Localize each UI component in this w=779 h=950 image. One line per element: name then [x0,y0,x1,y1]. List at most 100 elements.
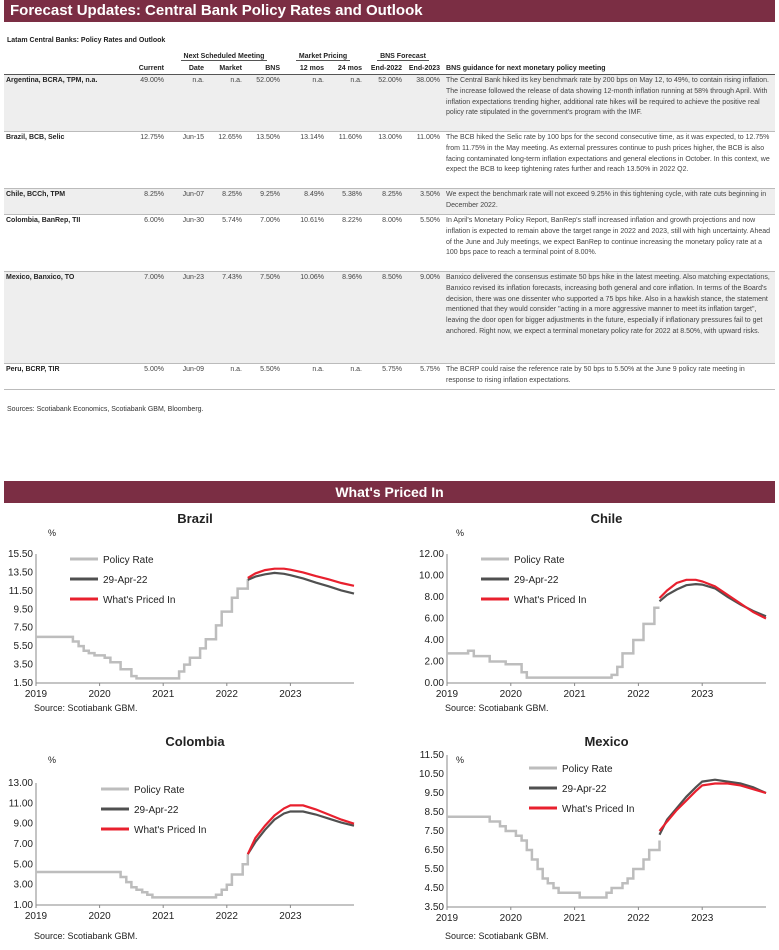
cell-end2023: 5.75% [420,366,441,373]
x-tick-label: 2022 [627,913,650,924]
series-line-priced-in [658,578,767,620]
x-tick-label: 2020 [500,689,523,700]
group-market-pricing: Market Pricing [282,50,364,62]
series-line-policy-rate [447,606,660,679]
x-tick-label: 2022 [627,689,650,700]
cell-24mos: n.a. [326,74,365,132]
y-tick-label: 11.50 [9,586,34,597]
y-tick-label: 7.00 [14,839,34,850]
col-header-24mos: 24 mos [326,62,365,75]
chart-title: Colombia [165,734,225,749]
chart-source-note: Source: Scotiabank GBM. [445,703,549,713]
cell-market: n.a. [230,366,242,373]
bank-name: Mexico, Banxico, TO [4,271,126,364]
policy-rates-table: Next Scheduled Meeting Market Pricing BN… [4,50,775,390]
x-tick-label: 2021 [152,911,175,922]
cell-guidance: The BCRP could raise the reference rate … [446,366,745,384]
x-tick-label: 2019 [25,689,48,700]
legend-label: Policy Rate [134,785,185,796]
cell-current: 49.00% [126,74,166,132]
col-header-end2023: End-2023 [404,62,443,75]
cell-end2022: 8.25% [364,188,405,215]
series-line-priced-in [247,567,355,587]
cell-end2023: 9.00% [404,271,443,364]
y-tick-label: 12.00 [419,549,444,560]
y-tick-label: 6.50 [425,845,445,856]
cell-current: 5.00% [144,366,164,373]
y-tick-label: 7.50 [425,826,445,837]
cell-date: Jun-15 [182,134,204,141]
charts-area: Brazil% 15.50 13.50 11.50 9.50 7.50 5.50 3.50 1.… [8,511,767,941]
table-row: Peru, BCRP, TIR 5.00% Jun-09 n.a. 5.50% … [4,364,775,390]
cell-12mos: 8.49% [282,188,327,215]
x-tick-label: 2021 [563,913,586,924]
x-tick-label: 2023 [279,689,302,700]
table-row: Colombia, BanRep, TII 6.00% Jun-30 5.74%… [4,215,775,272]
y-tick-label: 3.00 [14,880,34,891]
x-tick-label: 2023 [279,911,302,922]
y-tick-label: 8.50 [425,807,445,818]
y-tick-label: 2.00 [425,657,445,668]
col-header-market: Market [206,62,244,75]
series-line-apr-29 [247,571,355,595]
x-tick-label: 2023 [691,689,714,700]
legend-label: What's Priced In [103,595,176,606]
cell-bns: 9.25% [244,188,283,215]
bank-name: Argentina, BCRA, TPM, n.a. [4,74,126,132]
table-source-note: Sources: Scotiabank Economics, Scotiaban… [7,406,204,413]
table-caption: Latam Central Banks: Policy Rates and Ou… [7,37,166,44]
legend-label: Policy Rate [103,555,154,566]
y-tick-label: 5.50 [14,641,34,652]
col-header-bns: BNS [244,62,283,75]
cell-bns: 7.50% [244,271,283,364]
y-tick-label: 5.50 [425,864,445,875]
cell-end2023: 11.00% [416,134,441,141]
legend-label: 29-Apr-22 [562,784,607,795]
y-axis-unit: % [48,755,56,765]
series-line-policy-rate [447,815,661,899]
y-axis-unit: % [456,755,464,765]
legend-label: What's Priced In [514,595,587,606]
y-tick-label: 1.50 [14,678,34,689]
cell-24mos: 8.96% [326,271,365,364]
group-next-meeting: Next Scheduled Meeting [166,50,282,62]
y-tick-label: 13.00 [8,778,33,789]
cell-24mos: 11.60% [338,134,363,141]
section-banner: What's Priced In [4,481,775,503]
chart-title: Chile [591,511,623,526]
x-tick-label: 2020 [88,689,111,700]
page-title: Forecast Updates: Central Bank Policy Ra… [10,2,423,19]
cell-24mos: 5.38% [326,188,365,215]
y-tick-label: 9.00 [14,819,34,830]
x-tick-label: 2023 [691,913,714,924]
y-axis-unit: % [456,528,464,538]
group-bns-forecast: BNS Forecast [364,50,442,62]
cell-current: 7.00% [126,271,166,364]
y-tick-label: 9.50 [425,788,445,799]
chart-source-note: Source: Scotiabank GBM. [445,931,549,941]
chart-title: Mexico [584,734,628,749]
cell-date: Jun-23 [166,271,206,364]
cell-market: n.a. [206,74,244,132]
cell-bns: 5.50% [260,366,281,373]
cell-12mos: 10.06% [282,271,327,364]
cell-current: 12.75% [140,134,164,141]
cell-market: 7.43% [206,271,244,364]
cell-date: Jun-09 [182,366,204,373]
x-tick-label: 2019 [25,911,48,922]
y-tick-label: 10.50 [419,769,444,780]
series-line-priced-in [658,782,767,832]
cell-12mos: 13.14% [300,134,325,141]
cell-end2023: 3.50% [404,188,443,215]
cell-market: 12.65% [218,134,242,141]
x-tick-label: 2019 [436,913,459,924]
x-tick-label: 2022 [216,689,239,700]
table-row: Argentina, BCRA, TPM, n.a. 49.00% n.a. n… [4,74,775,132]
cell-market: 8.25% [206,188,244,215]
chart-title: Brazil [177,511,212,526]
cell-bns: 13.50% [256,134,281,141]
legend-label: Policy Rate [514,555,565,566]
chart-chile: Chile% 12.00 10.00 8.00 6.00 4.00 2.00 0.002019… [419,511,767,713]
bank-name: Brazil, BCB, Selic [6,134,65,141]
cell-bns: 7.00% [260,217,281,224]
